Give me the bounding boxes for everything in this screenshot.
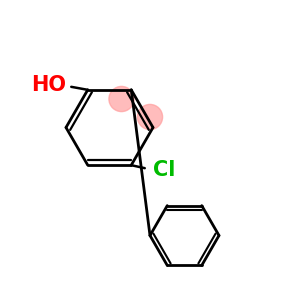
Text: HO: HO xyxy=(31,75,66,95)
Text: Cl: Cl xyxy=(153,160,176,180)
Circle shape xyxy=(137,104,163,130)
Circle shape xyxy=(109,86,134,112)
